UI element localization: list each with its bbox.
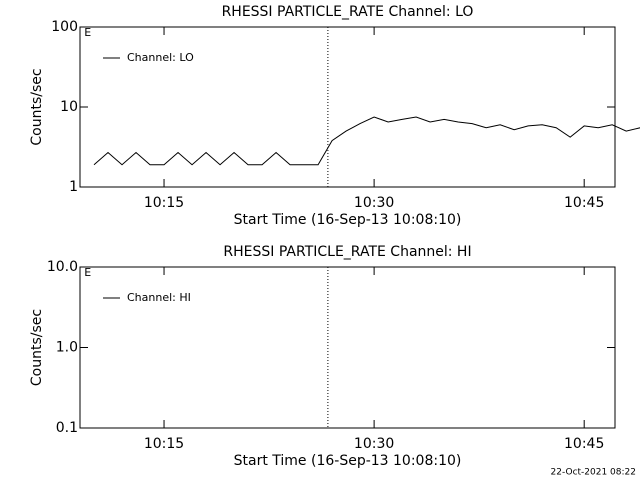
x-tick-label: 10:30: [354, 436, 394, 452]
x-tick-label: 10:15: [144, 195, 184, 211]
legend-label: Channel: LO: [127, 51, 194, 64]
data-line: [93, 116, 640, 166]
y-tick-label: 1: [69, 179, 78, 195]
x-tick-label: 10:45: [564, 195, 604, 211]
y-tick-label: 1.0: [56, 340, 78, 356]
footer: 22-Oct-2021 08:22: [551, 468, 636, 478]
event-label: E: [84, 266, 91, 279]
y-axis-label: Counts/sec: [29, 68, 45, 145]
x-axis-label: Start Time (16-Sep-13 10:08:10): [234, 212, 462, 228]
legend-label: Channel: HI: [127, 291, 191, 304]
chart-title: RHESSI PARTICLE_RATE Channel: HI: [223, 244, 471, 260]
x-tick-label: 10:45: [564, 436, 604, 452]
chart-title: RHESSI PARTICLE_RATE Channel: LO: [222, 4, 474, 20]
y-tick-label: 0.1: [56, 420, 78, 436]
y-tick-label: 10.0: [47, 259, 78, 275]
x-tick-label: 10:30: [354, 195, 394, 211]
y-axis-label: Counts/sec: [29, 309, 45, 386]
y-tick-label: 100: [51, 19, 78, 35]
x-tick-label: 10:15: [144, 436, 184, 452]
event-label: E: [84, 26, 91, 39]
y-tick-label: 10: [60, 99, 78, 115]
x-axis-label: Start Time (16-Sep-13 10:08:10): [234, 453, 462, 469]
